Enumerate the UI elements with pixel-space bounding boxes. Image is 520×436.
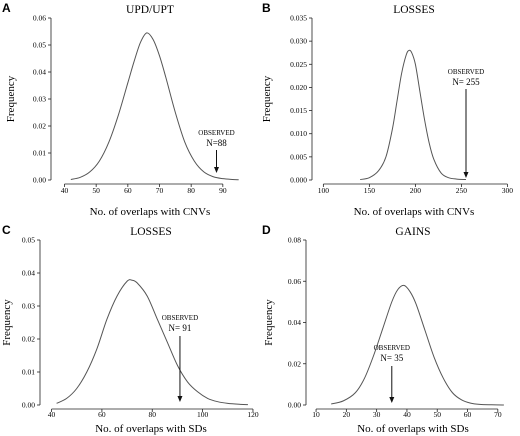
x-axis-label: No. of overlaps with CNVs	[90, 206, 211, 218]
y-tick-label: 0.00	[33, 176, 46, 185]
observed-arrow-head	[389, 397, 395, 403]
observed-arrow-head	[177, 396, 183, 402]
y-tick-label: 0.015	[290, 106, 307, 115]
y-tick-label: 0.06	[33, 14, 46, 23]
x-tick-label: 60	[124, 186, 132, 195]
observed-label: OBSERVED	[198, 129, 234, 137]
x-tick-label: 10	[312, 410, 320, 419]
x-tick-label: 60	[464, 410, 472, 419]
chart-title: GAINS	[395, 226, 430, 238]
observed-label: OBSERVED	[448, 68, 484, 76]
y-tick-label: 0.025	[290, 60, 307, 69]
panel-letter: D	[262, 223, 271, 237]
y-tick-label: 0.05	[33, 41, 46, 50]
x-tick-label: 100	[197, 410, 209, 419]
observed-n-label: N= 91	[169, 323, 192, 333]
y-tick-label: 0.04	[288, 318, 301, 327]
y-tick-label: 0.03	[22, 302, 35, 311]
panel-d: D GAINS 0.00 0.02 0.04 0.06 0.08 10 20 30 40 50 60 70…	[262, 223, 504, 435]
observed-n-label: N= 35	[380, 353, 403, 363]
chart-title: LOSSES	[393, 4, 435, 16]
chart-title: LOSSES	[130, 226, 172, 238]
panel-b: B LOSSES 0.000 0.005 0.010 0.015 0.020 0.025 0.0…	[261, 1, 513, 218]
x-axis-label: No. of overlaps with SDs	[95, 423, 207, 435]
x-axis-label: No. of overlaps with CNVs	[354, 206, 475, 218]
y-tick-label: 0.01	[33, 149, 46, 158]
y-tick-label: 0.06	[288, 277, 301, 286]
x-tick-label: 20	[343, 410, 351, 419]
y-tick-label: 0.035	[290, 14, 307, 23]
distribution-curve	[70, 32, 239, 181]
y-axis-label: Frequency	[263, 299, 275, 346]
y-tick-label: 0.030	[290, 37, 307, 46]
x-tick-label: 300	[502, 186, 514, 195]
y-axis-label: Frequency	[261, 75, 273, 122]
observed-arrow-head	[214, 167, 219, 173]
distribution-curve	[360, 49, 467, 181]
y-tick-label: 0.02	[33, 122, 46, 131]
y-tick-label: 0.02	[22, 335, 35, 344]
x-tick-label: 40	[61, 186, 69, 195]
observed-label: OBSERVED	[162, 314, 198, 322]
y-tick-label: 0.08	[288, 236, 301, 245]
x-tick-label: 120	[247, 410, 259, 419]
x-tick-label: 150	[364, 186, 376, 195]
panel-a: A UPD/UPT 0.00 0.01 0.02 0.03 0.04 0.05 0.06 40 50…	[2, 1, 239, 218]
panel-letter: A	[2, 1, 11, 15]
y-tick-label: 0.03	[33, 95, 46, 104]
x-tick-label: 80	[149, 410, 157, 419]
panel-letter: B	[262, 1, 271, 15]
x-tick-label: 200	[410, 186, 422, 195]
x-tick-label: 90	[219, 186, 227, 195]
y-tick-label: 0.05	[22, 236, 35, 245]
x-tick-label: 100	[318, 186, 330, 195]
distribution-curve	[331, 284, 504, 406]
y-tick-label: 0.005	[290, 152, 307, 161]
x-tick-label: 70	[156, 186, 164, 195]
y-tick-label: 0.000	[290, 176, 307, 185]
observed-n-label: N= 255	[452, 77, 480, 87]
distribution-curve	[56, 279, 248, 406]
chart-title: UPD/UPT	[126, 4, 174, 16]
x-tick-label: 40	[48, 410, 56, 419]
y-axis-label: Frequency	[1, 299, 13, 346]
y-tick-label: 0.04	[22, 269, 35, 278]
x-tick-label: 40	[403, 410, 411, 419]
x-tick-label: 60	[98, 410, 106, 419]
y-tick-label: 0.02	[288, 359, 301, 368]
observed-n-label: N=88	[206, 138, 227, 148]
y-tick-label: 0.01	[22, 368, 35, 377]
x-tick-label: 30	[373, 410, 381, 419]
x-tick-label: 70	[494, 410, 502, 419]
x-tick-label: 50	[433, 410, 441, 419]
observed-arrow-head	[463, 172, 469, 178]
y-tick-label: 0.020	[290, 83, 307, 92]
x-tick-label: 50	[92, 186, 100, 195]
x-axis-label: No. of overlaps with SDs	[357, 423, 469, 435]
y-tick-label: 0.00	[22, 401, 35, 410]
y-axis-label: Frequency	[5, 75, 17, 122]
panel-letter: C	[2, 223, 11, 237]
x-tick-label: 250	[456, 186, 468, 195]
y-tick-label: 0.010	[290, 129, 307, 138]
x-tick-label: 80	[187, 186, 195, 195]
y-tick-label: 0.00	[288, 401, 301, 410]
panel-c: C LOSSES 0.00 0.01 0.02 0.03 0.04 0.05 40 60 80 100…	[1, 223, 259, 435]
y-tick-label: 0.04	[33, 68, 46, 77]
observed-label: OBSERVED	[374, 344, 410, 352]
